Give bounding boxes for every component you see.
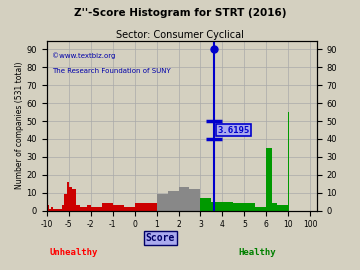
Text: ©www.textbiz.org: ©www.textbiz.org [52,52,116,59]
Bar [211,202,222,211]
Bar [222,202,233,211]
Bar [62,205,64,211]
Bar [272,203,277,211]
Bar [55,209,58,211]
Bar [283,205,288,211]
Bar [53,209,55,211]
Bar [67,182,69,211]
Bar [201,198,211,211]
Bar [233,203,244,211]
Bar [87,205,91,211]
Bar [255,207,266,211]
Bar [102,203,113,211]
Text: 3.6195: 3.6195 [217,126,249,134]
Text: Score: Score [145,233,175,243]
Bar [123,207,135,211]
Bar [167,191,179,211]
Text: Healthy: Healthy [239,248,276,257]
Bar [58,209,60,211]
Bar [145,203,157,211]
Bar [135,203,145,211]
Bar [244,203,255,211]
Bar [64,194,67,211]
Text: Z''-Score Histogram for STRT (2016): Z''-Score Histogram for STRT (2016) [74,8,286,18]
Bar [47,205,49,211]
Bar [91,207,102,211]
Bar [49,209,51,211]
Bar [189,189,201,211]
Bar [80,207,84,211]
Text: Unhealthy: Unhealthy [50,248,98,257]
Bar [179,187,189,211]
Bar [69,187,72,211]
Bar [51,207,53,211]
Y-axis label: Number of companies (531 total): Number of companies (531 total) [15,62,24,189]
Bar [72,189,76,211]
Bar [60,209,62,211]
Bar [266,148,272,211]
Bar [76,205,80,211]
Bar [277,205,283,211]
Bar [157,194,167,211]
Bar [84,207,87,211]
Text: Sector: Consumer Cyclical: Sector: Consumer Cyclical [116,30,244,40]
Text: The Research Foundation of SUNY: The Research Foundation of SUNY [52,68,171,74]
Bar [113,205,123,211]
